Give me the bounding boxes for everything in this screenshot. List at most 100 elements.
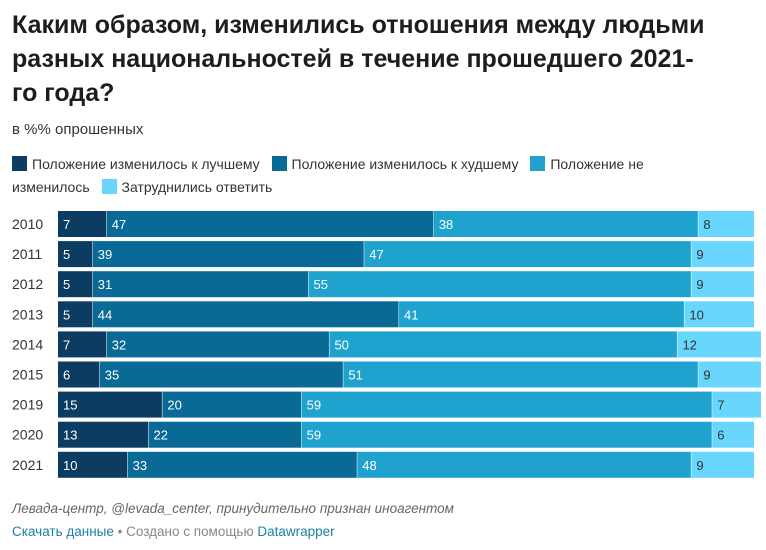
data-label-2020-2: 59 (307, 428, 321, 443)
data-label-2013-3: 10 (689, 307, 703, 322)
data-label-2015-1: 35 (105, 368, 119, 383)
legend-swatch-worse (271, 156, 287, 171)
bar-segment-2010-3 (698, 211, 754, 237)
legend-item-undecided: Затруднились ответить (101, 179, 273, 195)
bar-segment-2013-0 (58, 301, 93, 328)
data-label-2019-3: 7 (717, 398, 724, 413)
data-label-2012-2: 55 (314, 277, 328, 292)
bar-segment-2014-1 (106, 331, 330, 358)
bar-segment-2014-0 (58, 331, 107, 358)
legend-label-unchanged: Положение не изменилось (12, 156, 644, 195)
data-label-2019-1: 20 (167, 398, 181, 413)
bar-segment-2011-0 (58, 241, 93, 268)
legend-swatch-unchanged (530, 156, 546, 171)
download-data-link[interactable]: Скачать данные (12, 524, 114, 539)
chart-title: Каким образом, изменились отношения межд… (12, 11, 705, 107)
bar-segment-2021-1 (127, 451, 358, 478)
category-label-2012: 2012 (12, 276, 43, 292)
bar-segment-2019-2 (301, 391, 713, 418)
data-label-2010-3: 8 (703, 217, 710, 232)
chart-source: Левада-центр, @levada_center, принудител… (12, 501, 454, 516)
legend-label-undecided: Затруднились ответить (121, 179, 273, 195)
data-label-2019-0: 15 (63, 398, 77, 413)
bar-segment-2021-3 (691, 451, 754, 478)
category-label-2011: 2011 (12, 246, 42, 262)
data-label-2013-2: 41 (404, 307, 418, 322)
bar-segment-2015-2 (343, 361, 699, 388)
category-label-2020: 2020 (12, 427, 43, 443)
bar-segment-2020-2 (301, 421, 713, 448)
legend-item-unchanged: Положение не изменилось (12, 156, 644, 195)
data-label-2014-3: 12 (682, 337, 696, 352)
data-label-2012-3: 9 (696, 277, 703, 292)
bar-segment-2010-2 (433, 211, 699, 237)
bar-segment-2019-1 (162, 391, 302, 418)
bar-segment-2011-3 (691, 241, 754, 268)
footer-separator-text: • Создано с помощью (113, 524, 258, 539)
data-label-2021-1: 33 (133, 458, 147, 473)
data-label-2021-2: 48 (362, 458, 376, 473)
legend-item-worse: Положение изменилось к худшему (271, 156, 519, 172)
data-label-2010-1: 47 (112, 217, 126, 232)
bar-segment-2012-0 (58, 271, 93, 298)
data-label-2019-2: 59 (307, 398, 321, 413)
chart-footer: Скачать данные • Создано с помощью Dataw… (12, 524, 335, 539)
bar-segment-2011-1 (92, 241, 365, 268)
bar-segment-2020-0 (58, 421, 149, 448)
legend-label-better: Положение изменилось к лучшему (32, 156, 260, 172)
bar-segment-2021-2 (357, 451, 692, 478)
bar-segment-2011-2 (364, 241, 692, 268)
data-label-2014-2: 50 (334, 337, 348, 352)
chart-subtitle: в %% опрошенных (12, 121, 144, 138)
legend-label-worse: Положение изменилось к худшему (291, 156, 519, 172)
datawrapper-link[interactable]: Datawrapper (257, 524, 335, 539)
bar-segment-2012-2 (308, 271, 692, 298)
data-label-2015-2: 51 (348, 368, 362, 383)
bar-segment-2014-2 (329, 331, 678, 358)
data-label-2020-1: 22 (153, 428, 167, 443)
data-label-2013-1: 44 (98, 307, 112, 322)
category-label-2013: 2013 (12, 306, 43, 322)
data-label-2012-0: 5 (63, 277, 70, 292)
bar-segment-2012-3 (691, 271, 754, 298)
category-label-2015: 2015 (12, 367, 43, 383)
bar-segment-2020-3 (712, 421, 754, 448)
category-label-2019: 2019 (12, 397, 43, 413)
bar-segment-2012-1 (92, 271, 309, 298)
category-label-2014: 2014 (12, 336, 43, 352)
data-label-2020-0: 13 (63, 428, 77, 443)
data-label-2021-0: 10 (63, 458, 77, 473)
bar-segment-2010-0 (58, 211, 107, 237)
bar-segment-2013-2 (399, 301, 685, 328)
bar-segment-2013-1 (92, 301, 400, 328)
bar-segment-2010-1 (106, 211, 434, 237)
data-label-2011-0: 5 (63, 247, 70, 262)
data-label-2014-1: 32 (112, 337, 126, 352)
data-label-2020-3: 6 (717, 428, 724, 443)
bar-segment-2015-0 (58, 361, 100, 388)
legend-swatch-better (12, 156, 27, 171)
bar-segment-2014-3 (677, 331, 761, 358)
bar-segment-2015-3 (698, 361, 761, 388)
data-label-2014-0: 7 (63, 337, 70, 352)
bar-segment-2019-0 (58, 391, 163, 418)
data-label-2013-0: 5 (63, 307, 70, 322)
bar-segment-2015-1 (99, 361, 344, 388)
legend-item-better: Положение изменилось к лучшему (12, 156, 260, 172)
bar-segment-2021-0 (58, 451, 128, 478)
data-label-2011-2: 47 (369, 247, 383, 262)
data-label-2012-1: 31 (98, 277, 112, 292)
data-label-2015-0: 6 (63, 368, 70, 383)
data-label-2021-3: 9 (696, 458, 703, 473)
data-label-2015-3: 9 (703, 368, 710, 383)
bar-segment-2020-1 (148, 421, 302, 448)
category-label-2010: 2010 (12, 216, 43, 232)
legend-swatch-undecided (101, 179, 117, 194)
bar-segment-2013-3 (684, 301, 754, 328)
bar-segment-2019-3 (712, 391, 761, 418)
data-label-2011-3: 9 (696, 247, 703, 262)
category-label-2021: 2021 (12, 457, 43, 473)
data-label-2011-1: 39 (98, 247, 112, 262)
chart-legend: Положение изменилось к лучшему Положение… (12, 153, 732, 199)
